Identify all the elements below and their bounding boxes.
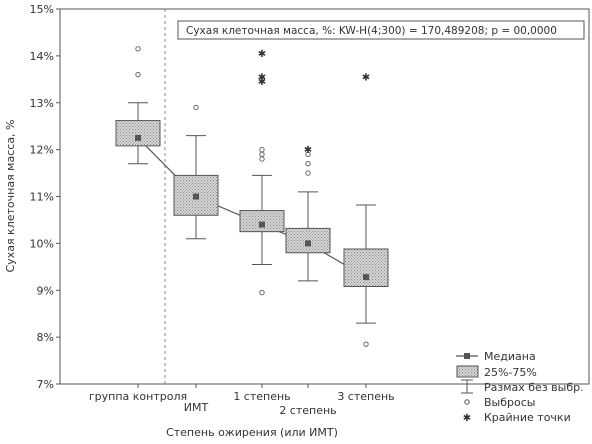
box-4: ✱: [285, 145, 331, 282]
legend-item-box: 25%-75%: [456, 365, 537, 379]
x-tick-label: 3 степень: [337, 390, 394, 403]
y-tick-label: 12%: [30, 144, 54, 157]
y-tick-label: 14%: [30, 50, 54, 63]
legend-item-median: Медиана: [456, 350, 536, 363]
y-tick-label: 7%: [37, 378, 54, 391]
x-tick-label: 2 степень: [279, 404, 336, 417]
box-iqr: [343, 248, 389, 287]
x-tick-label: группа контроля: [89, 390, 187, 403]
outlier-point: [259, 289, 265, 296]
y-tick-label: 10%: [30, 237, 54, 250]
y-tick-label: 13%: [30, 97, 54, 110]
legend-label-outliers: Выбросы: [484, 396, 535, 409]
x-tick-label: 1 степень: [233, 390, 290, 403]
legend-label-median: Медиана: [484, 350, 536, 363]
y-tick-label: 15%: [30, 3, 54, 16]
extreme-point: ✱: [258, 72, 266, 83]
x-axis-title: Степень ожирения (или ИМТ): [166, 426, 338, 439]
outlier-point: [135, 46, 141, 52]
y-tick-label: 8%: [37, 331, 54, 344]
legend-item-extremes: ✱ Крайние точки: [463, 411, 571, 424]
extreme-point: ✱: [258, 49, 266, 60]
legend-item-outliers: Выбросы: [464, 396, 535, 409]
outlier-point: [305, 160, 311, 167]
legend: Медиана 25%-75% Размах без выбр. Выбросы…: [456, 350, 584, 424]
extreme-point: ✱: [362, 72, 370, 83]
y-tick-label: 11%: [30, 191, 54, 204]
outlier-point: [305, 151, 311, 158]
stat-annotation-box: [177, 20, 585, 40]
x-tick-label: ИМТ: [184, 401, 209, 414]
outlier-point: [193, 104, 199, 111]
box-2: [173, 104, 219, 240]
legend-label-whisker: Размах без выбр.: [484, 381, 584, 394]
y-tick-label: 9%: [37, 284, 54, 297]
extreme-point: ✱: [258, 77, 266, 88]
median-marker: [193, 193, 199, 200]
box-iqr: [115, 120, 161, 147]
outlier-point: [305, 170, 311, 176]
y-axis-title: Сухая клеточная масса, %: [4, 119, 17, 272]
median-marker: [135, 134, 141, 141]
extreme-point: ✱: [304, 145, 312, 156]
plot-area: [59, 8, 590, 385]
outlier-point: [135, 71, 141, 78]
box-5: ✱: [343, 72, 389, 347]
legend-label-extremes: Крайние точки: [484, 411, 571, 424]
legend-item-whisker: Размах без выбр.: [461, 379, 584, 394]
outlier-point: [363, 341, 369, 347]
svg-text:✱: ✱: [463, 413, 471, 424]
stat-annotation: Сухая клеточная масса, %: KW-H(4;300) = …: [186, 25, 557, 37]
median-marker: [305, 240, 311, 247]
outlier-point: [259, 146, 265, 153]
box-iqr: [239, 210, 285, 233]
box-1: [115, 46, 161, 165]
box-3: ✱✱✱: [239, 49, 285, 296]
legend-label-box: 25%-75%: [484, 366, 537, 379]
median-marker: [363, 274, 369, 281]
median-marker: [259, 221, 265, 228]
boxes: ✱✱✱✱✱: [115, 46, 389, 347]
y-axis: 7% 8% 9% 10% 11% 12% 13% 14% 15%: [30, 3, 60, 391]
